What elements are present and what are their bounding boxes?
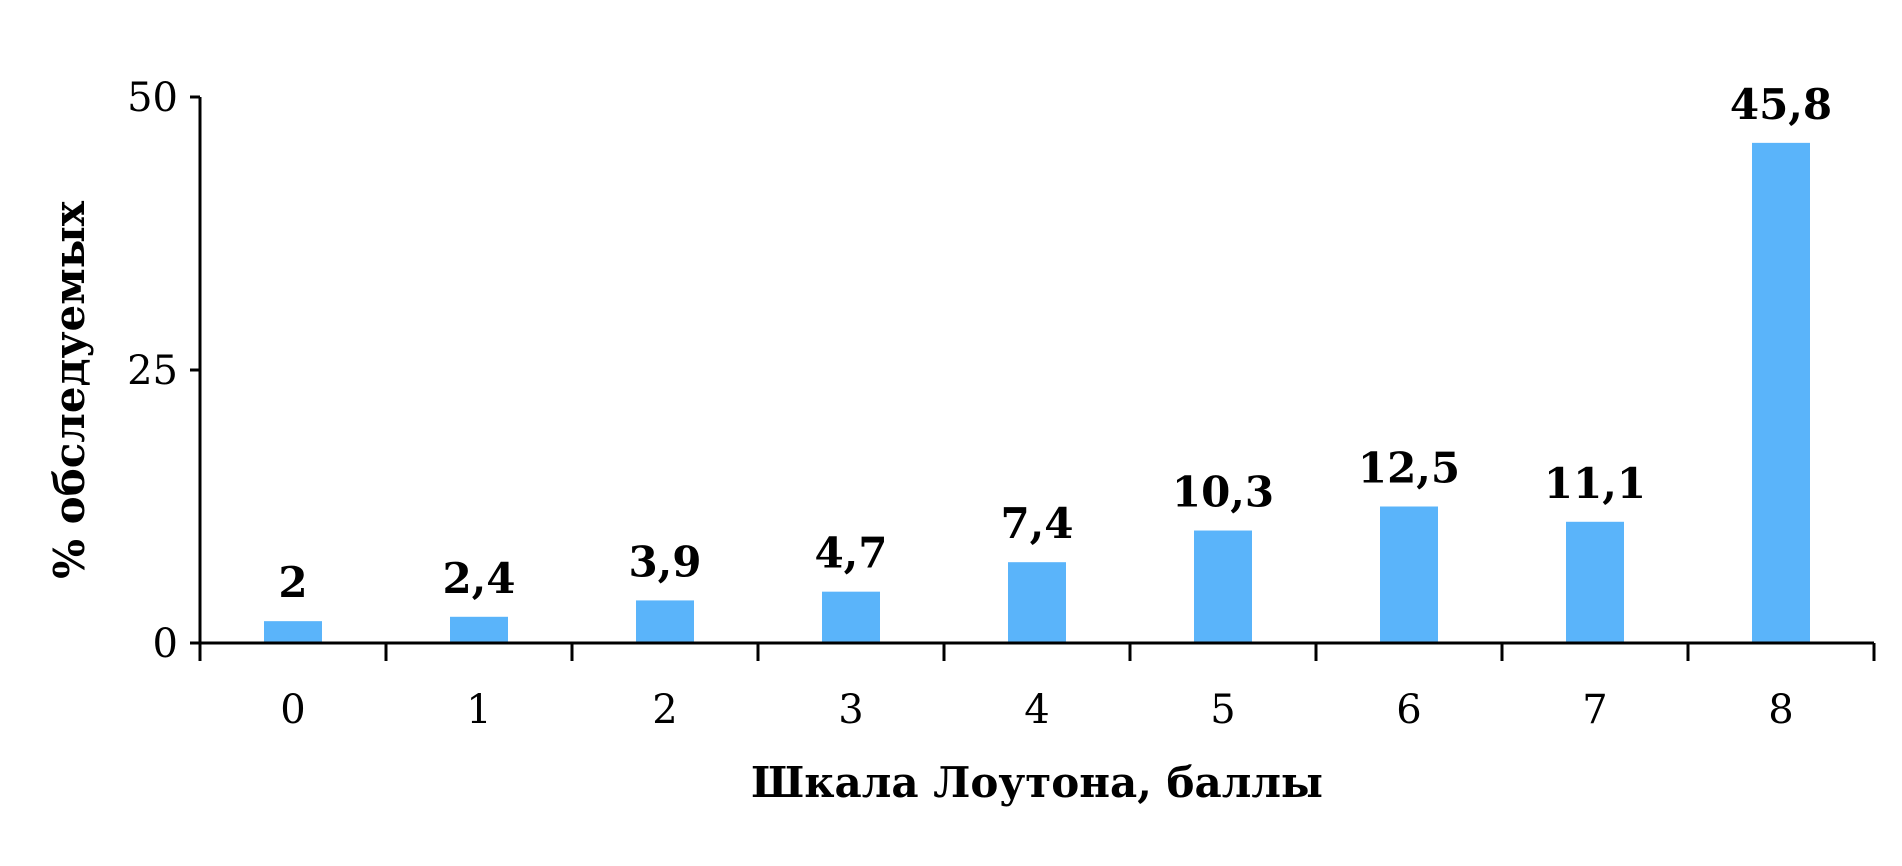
bar-2 <box>636 600 694 643</box>
bars-layer <box>264 142 1810 643</box>
x-tick-label: 0 <box>280 687 305 733</box>
bar-6 <box>1380 506 1438 643</box>
y-tick-label: 0 <box>153 621 178 667</box>
x-tick-label: 7 <box>1582 687 1607 733</box>
data-label-4: 7,4 <box>1000 499 1073 548</box>
x-tick-label: 8 <box>1768 687 1793 733</box>
x-ticks-layer: 0 1 2 3 4 5 6 7 8 <box>198 643 1876 733</box>
x-tick-label: 3 <box>838 687 863 733</box>
bar-8 <box>1752 142 1810 643</box>
x-tick-label: 1 <box>466 687 491 733</box>
y-ticks-layer: 0 25 50 <box>127 75 200 667</box>
data-label-0: 2 <box>278 558 307 607</box>
bar-5 <box>1194 530 1252 643</box>
y-tick-label: 25 <box>127 348 178 394</box>
data-label-5: 10,3 <box>1172 468 1274 517</box>
x-tick-label: 2 <box>652 687 677 733</box>
x-tick-label: 6 <box>1396 687 1421 733</box>
x-tick-label: 4 <box>1024 687 1049 733</box>
x-tick-label: 5 <box>1210 687 1235 733</box>
data-label-3: 4,7 <box>814 529 887 578</box>
data-label-2: 3,9 <box>628 537 701 586</box>
data-labels-layer: 2 2,4 3,9 4,7 7,4 10,3 12,5 11,1 45,8 <box>278 80 1832 607</box>
axes-layer <box>198 97 1874 661</box>
bar-7 <box>1566 521 1624 643</box>
bar-1 <box>450 616 508 643</box>
data-label-1: 2,4 <box>442 554 515 603</box>
bar-0 <box>264 621 322 643</box>
data-label-6: 12,5 <box>1358 444 1460 493</box>
y-tick-label: 50 <box>127 75 178 121</box>
bar-3 <box>822 591 880 643</box>
bar-4 <box>1008 562 1066 643</box>
y-axis-title: % обследуемых <box>45 200 94 579</box>
data-label-8: 45,8 <box>1730 80 1832 129</box>
data-label-7: 11,1 <box>1544 459 1646 508</box>
x-axis-title: Шкала Лоутона, баллы <box>751 758 1323 807</box>
